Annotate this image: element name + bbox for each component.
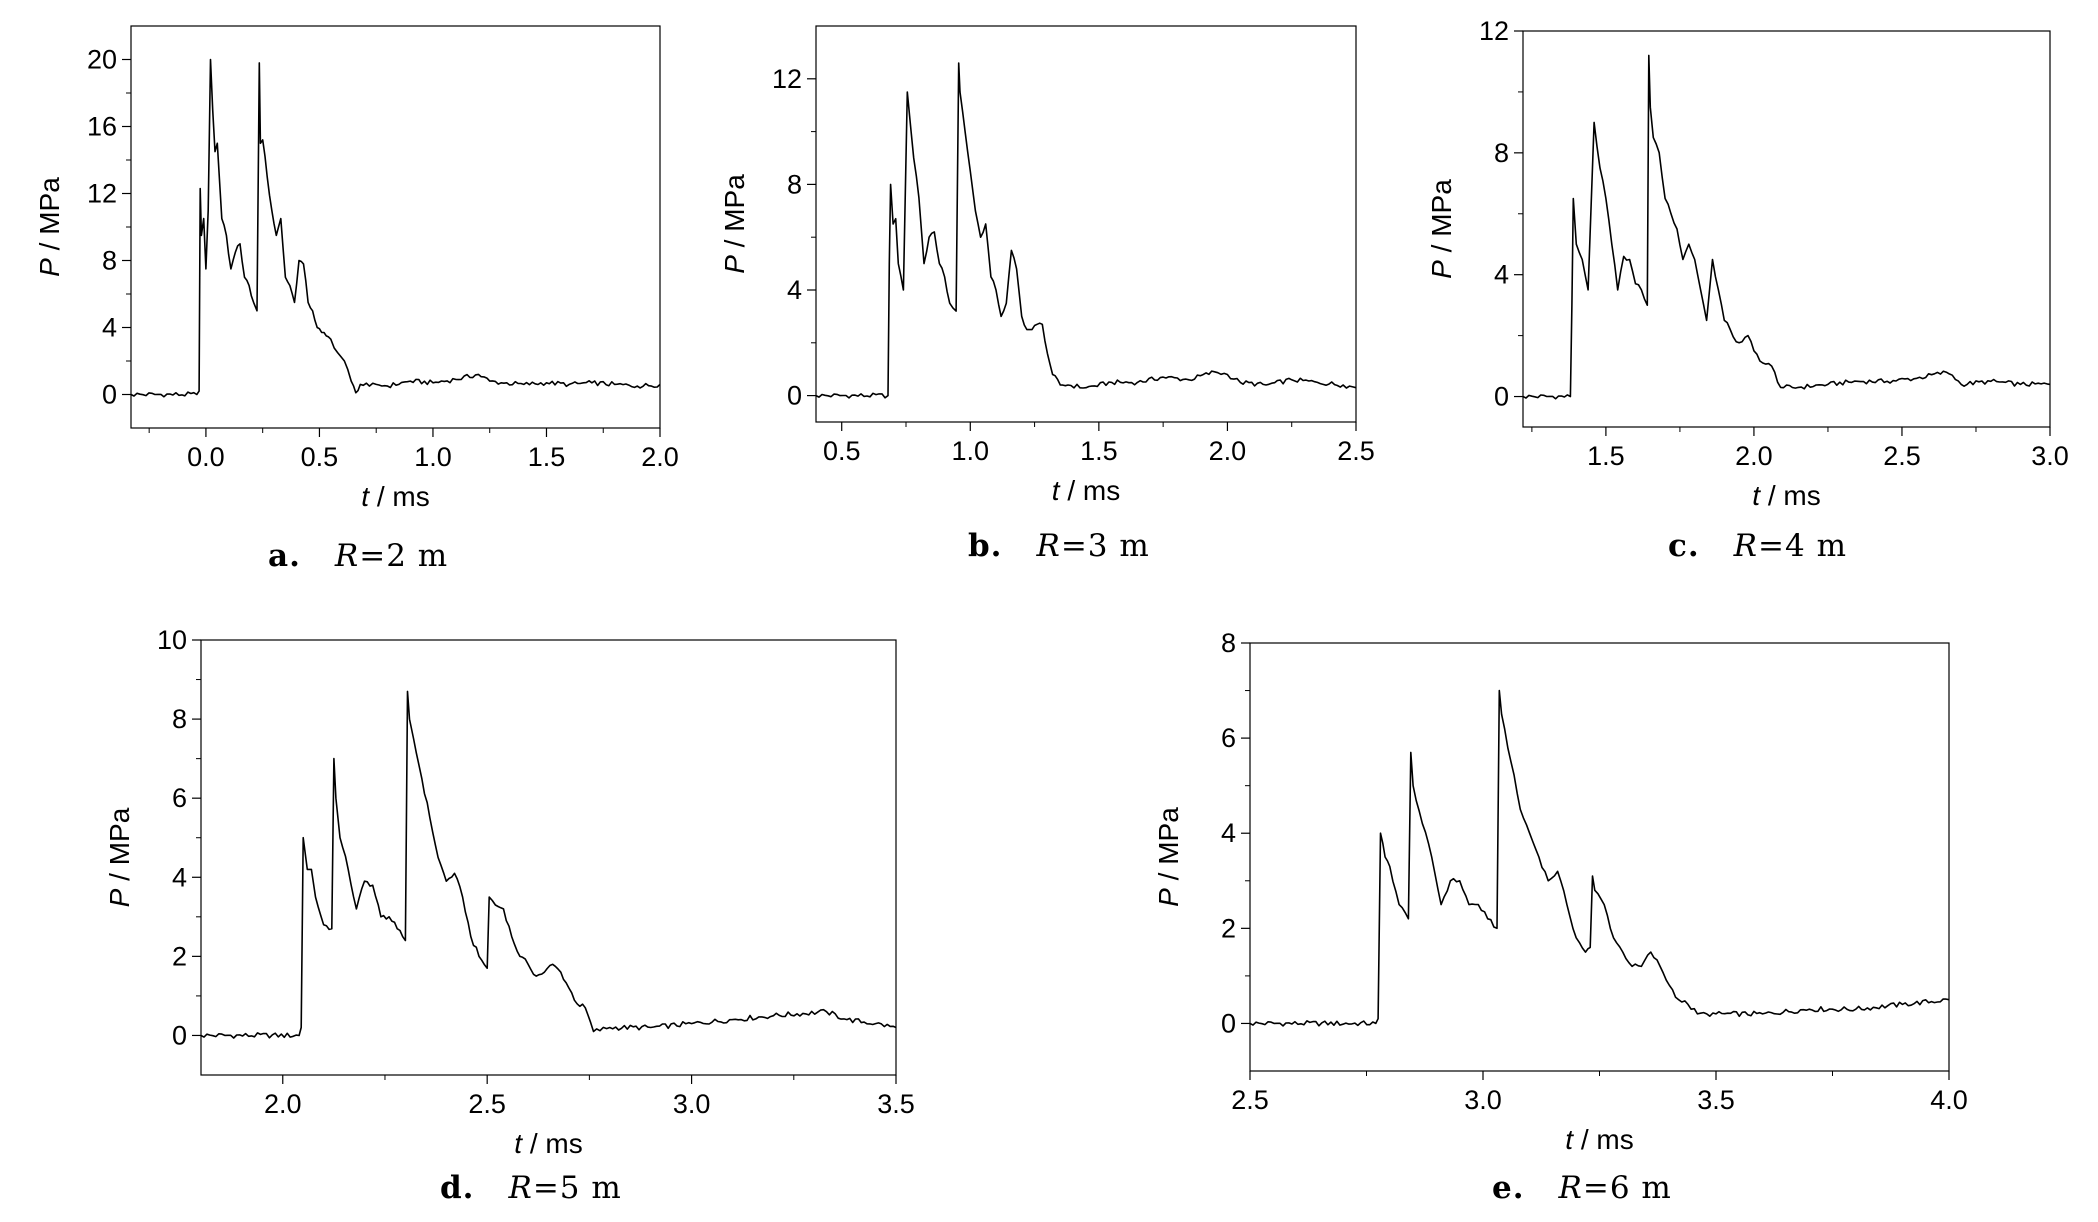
y-tick-label: 4 bbox=[1494, 260, 1509, 290]
plot-frame bbox=[815, 25, 1357, 423]
caption-symbol: R bbox=[1733, 528, 1759, 564]
y-axis-label: P / MPa bbox=[34, 177, 65, 277]
chart-c: 0 4 8 12 1.5 2.0 2.5 3.0 t / ms P / MPa bbox=[1426, 16, 2069, 511]
series-line bbox=[815, 62, 1357, 399]
y-tick-label: 4 bbox=[787, 275, 802, 305]
x-tick-label: 1.5 bbox=[1080, 436, 1118, 466]
y-tick-label: 0 bbox=[1494, 382, 1509, 412]
caption-letter: c. bbox=[1668, 528, 1700, 564]
x-axis-label: t / ms bbox=[1565, 1124, 1633, 1155]
y-tick-label: 8 bbox=[172, 704, 187, 734]
series-line bbox=[1522, 54, 2051, 400]
caption-a: a. R=2 m bbox=[268, 538, 448, 574]
panel-b: 0 4 8 12 0.5 1.0 1.5 2.0 2.5 t / ms P / MPa b. R=3 … bbox=[700, 0, 1400, 580]
x-tick-label: 0.5 bbox=[823, 436, 861, 466]
chart-d: 0 2 4 6 8 10 2.0 2.5 3.0 3.5 t / ms P / MPa bbox=[104, 625, 915, 1159]
y-tick-label: 16 bbox=[87, 112, 117, 142]
x-tick-label: 4.0 bbox=[1930, 1085, 1968, 1115]
caption-c: c. R=4 m bbox=[1668, 528, 1847, 564]
x-tick-label: 3.0 bbox=[673, 1089, 711, 1119]
x-tick-label: 3.0 bbox=[2031, 441, 2069, 471]
y-axis-label: P / MPa bbox=[104, 807, 135, 907]
caption-value: =2 m bbox=[359, 538, 449, 574]
y-tick-label: 10 bbox=[157, 625, 187, 655]
x-tick-label: 2.5 bbox=[1337, 436, 1375, 466]
y-tick-label: 0 bbox=[172, 1020, 187, 1050]
caption-symbol: R bbox=[508, 1170, 533, 1206]
y-tick-label: 12 bbox=[1479, 16, 1509, 46]
plot-frame bbox=[200, 639, 897, 1076]
series-line bbox=[200, 690, 897, 1039]
chart-b: 0 4 8 12 0.5 1.0 1.5 2.0 2.5 t / ms P / MPa bbox=[719, 25, 1375, 506]
y-tick-label: 4 bbox=[172, 862, 187, 892]
x-tick-label: 1.0 bbox=[414, 442, 452, 472]
y-tick-label: 12 bbox=[772, 64, 802, 94]
y-tick-label: 4 bbox=[102, 313, 117, 343]
y-tick-label: 20 bbox=[87, 45, 117, 75]
y-axis-label: P / MPa bbox=[719, 174, 750, 274]
y-tick-label: 0 bbox=[102, 380, 117, 410]
plot-frame bbox=[1522, 30, 2051, 428]
x-tick-label: 1.0 bbox=[952, 436, 990, 466]
x-tick-label: 2.0 bbox=[641, 442, 679, 472]
caption-e: e. R=6 m bbox=[1492, 1170, 1672, 1206]
y-tick-label: 2 bbox=[172, 941, 187, 971]
y-tick-label: 6 bbox=[172, 783, 187, 813]
caption-b: b. R=3 m bbox=[968, 528, 1150, 564]
x-tick-label: 0.0 bbox=[187, 442, 225, 472]
x-tick-label: 2.0 bbox=[264, 1089, 302, 1119]
chart-e: 0 2 4 6 8 2.5 3.0 3.5 4.0 t / ms P / MPa bbox=[1153, 628, 1968, 1155]
caption-value: =3 m bbox=[1060, 528, 1150, 564]
caption-symbol: R bbox=[334, 538, 360, 574]
x-axis-label: t / ms bbox=[1052, 475, 1120, 506]
panel-e: 0 2 4 6 8 2.5 3.0 3.5 4.0 t / ms P / MPa e. R=6 m bbox=[1000, 600, 2098, 1222]
x-tick-label: 2.5 bbox=[1231, 1085, 1269, 1115]
caption-symbol: R bbox=[1558, 1170, 1583, 1206]
y-tick-label: 12 bbox=[87, 179, 117, 209]
x-tick-label: 3.0 bbox=[1464, 1085, 1502, 1115]
panel-c: 0 4 8 12 1.5 2.0 2.5 3.0 t / ms P / MPa c. R=4 m bbox=[1400, 0, 2098, 580]
x-tick-label: 1.5 bbox=[528, 442, 566, 472]
caption-value: =5 m bbox=[532, 1170, 622, 1206]
x-tick-label: 2.0 bbox=[1735, 441, 1773, 471]
x-axis-label: t / ms bbox=[1752, 480, 1820, 511]
y-tick-label: 8 bbox=[102, 246, 117, 276]
y-tick-label: 0 bbox=[787, 381, 802, 411]
y-tick-label: 4 bbox=[1221, 818, 1236, 848]
y-tick-label: 8 bbox=[1494, 138, 1509, 168]
x-tick-label: 2.5 bbox=[468, 1089, 506, 1119]
caption-value: =4 m bbox=[1758, 528, 1847, 564]
y-tick-label: 6 bbox=[1221, 723, 1236, 753]
caption-value: =6 m bbox=[1582, 1170, 1672, 1206]
x-axis-label: t / ms bbox=[361, 481, 429, 512]
x-tick-label: 2.5 bbox=[1883, 441, 1921, 471]
caption-d: d. R=5 m bbox=[440, 1170, 622, 1206]
x-axis-label: t / ms bbox=[514, 1128, 582, 1159]
caption-letter: d. bbox=[440, 1170, 475, 1206]
y-axis-label: P / MPa bbox=[1426, 179, 1457, 279]
y-tick-label: 0 bbox=[1221, 1008, 1236, 1038]
caption-letter: a. bbox=[268, 538, 301, 574]
caption-symbol: R bbox=[1036, 528, 1061, 564]
panel-d: 0 2 4 6 8 10 2.0 2.5 3.0 3.5 t / ms P / MPa d. R=5 m bbox=[0, 600, 1000, 1222]
x-tick-label: 3.5 bbox=[1697, 1085, 1735, 1115]
chart-a: 0 4 8 12 16 20 0.0 0.5 1.0 1.5 2.0 t / ms P / MPa bbox=[34, 25, 679, 512]
y-tick-label: 8 bbox=[787, 169, 802, 199]
panel-a: 0 4 8 12 16 20 0.0 0.5 1.0 1.5 2.0 t / ms P / MPa a.… bbox=[0, 0, 700, 580]
series-line bbox=[1249, 689, 1950, 1027]
y-tick-label: 8 bbox=[1221, 628, 1236, 658]
x-tick-label: 3.5 bbox=[877, 1089, 915, 1119]
x-tick-label: 0.5 bbox=[301, 442, 339, 472]
y-axis-label: P / MPa bbox=[1153, 807, 1184, 907]
series-line bbox=[130, 58, 661, 398]
caption-letter: b. bbox=[968, 528, 1003, 564]
y-tick-label: 2 bbox=[1221, 913, 1236, 943]
x-tick-label: 1.5 bbox=[1587, 441, 1625, 471]
x-tick-label: 2.0 bbox=[1209, 436, 1247, 466]
caption-letter: e. bbox=[1492, 1170, 1525, 1206]
